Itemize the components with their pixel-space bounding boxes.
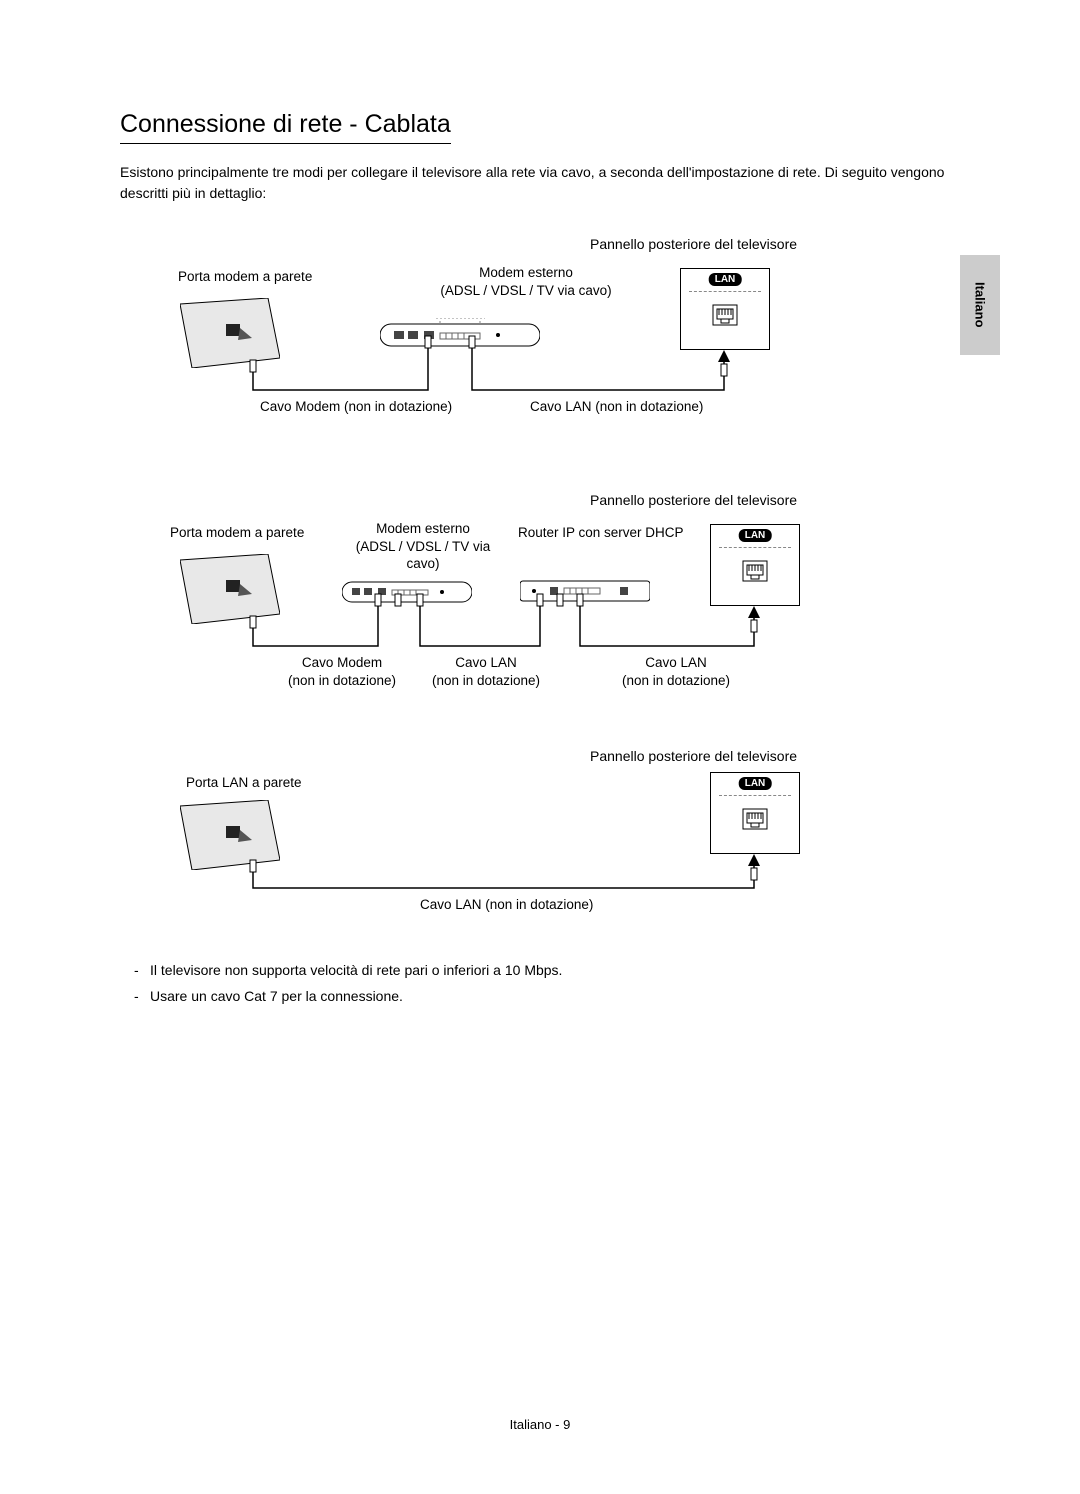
note-item: Usare un cavo Cat 7 per la connessione. (128, 988, 980, 1004)
page-title: Connessione di rete - Cablata (120, 110, 451, 144)
diagram-direct-lan: Pannello posteriore del televisore Porta… (120, 752, 980, 932)
cable-lan-label: Cavo LAN (non in dotazione) (530, 398, 703, 416)
notes-list: Il televisore non supporta velocità di r… (120, 962, 980, 1004)
cable-lan-label-2: Cavo LAN (non in dotazione) (606, 654, 746, 689)
note-item: Il televisore non supporta velocità di r… (128, 962, 980, 978)
intro-text: Esistono principalmente tre modi per col… (120, 162, 980, 204)
cable-lan-label: Cavo LAN (non in dotazione) (420, 896, 593, 914)
diagram-modem-router: Pannello posteriore del televisore Porta… (120, 496, 980, 706)
cable-modem-label: Cavo Modem (non in dotazione) (260, 398, 452, 416)
cable-lan-label-1: Cavo LAN (non in dotazione) (416, 654, 556, 689)
diagram-direct-modem: Pannello posteriore del televisore Porta… (120, 240, 980, 450)
cables (120, 240, 820, 450)
cable-modem-label: Cavo Modem (non in dotazione) (272, 654, 412, 689)
page-footer: Italiano - 9 (0, 1417, 1080, 1432)
page-content: Italiano Connessione di rete - Cablata E… (0, 0, 1080, 1054)
